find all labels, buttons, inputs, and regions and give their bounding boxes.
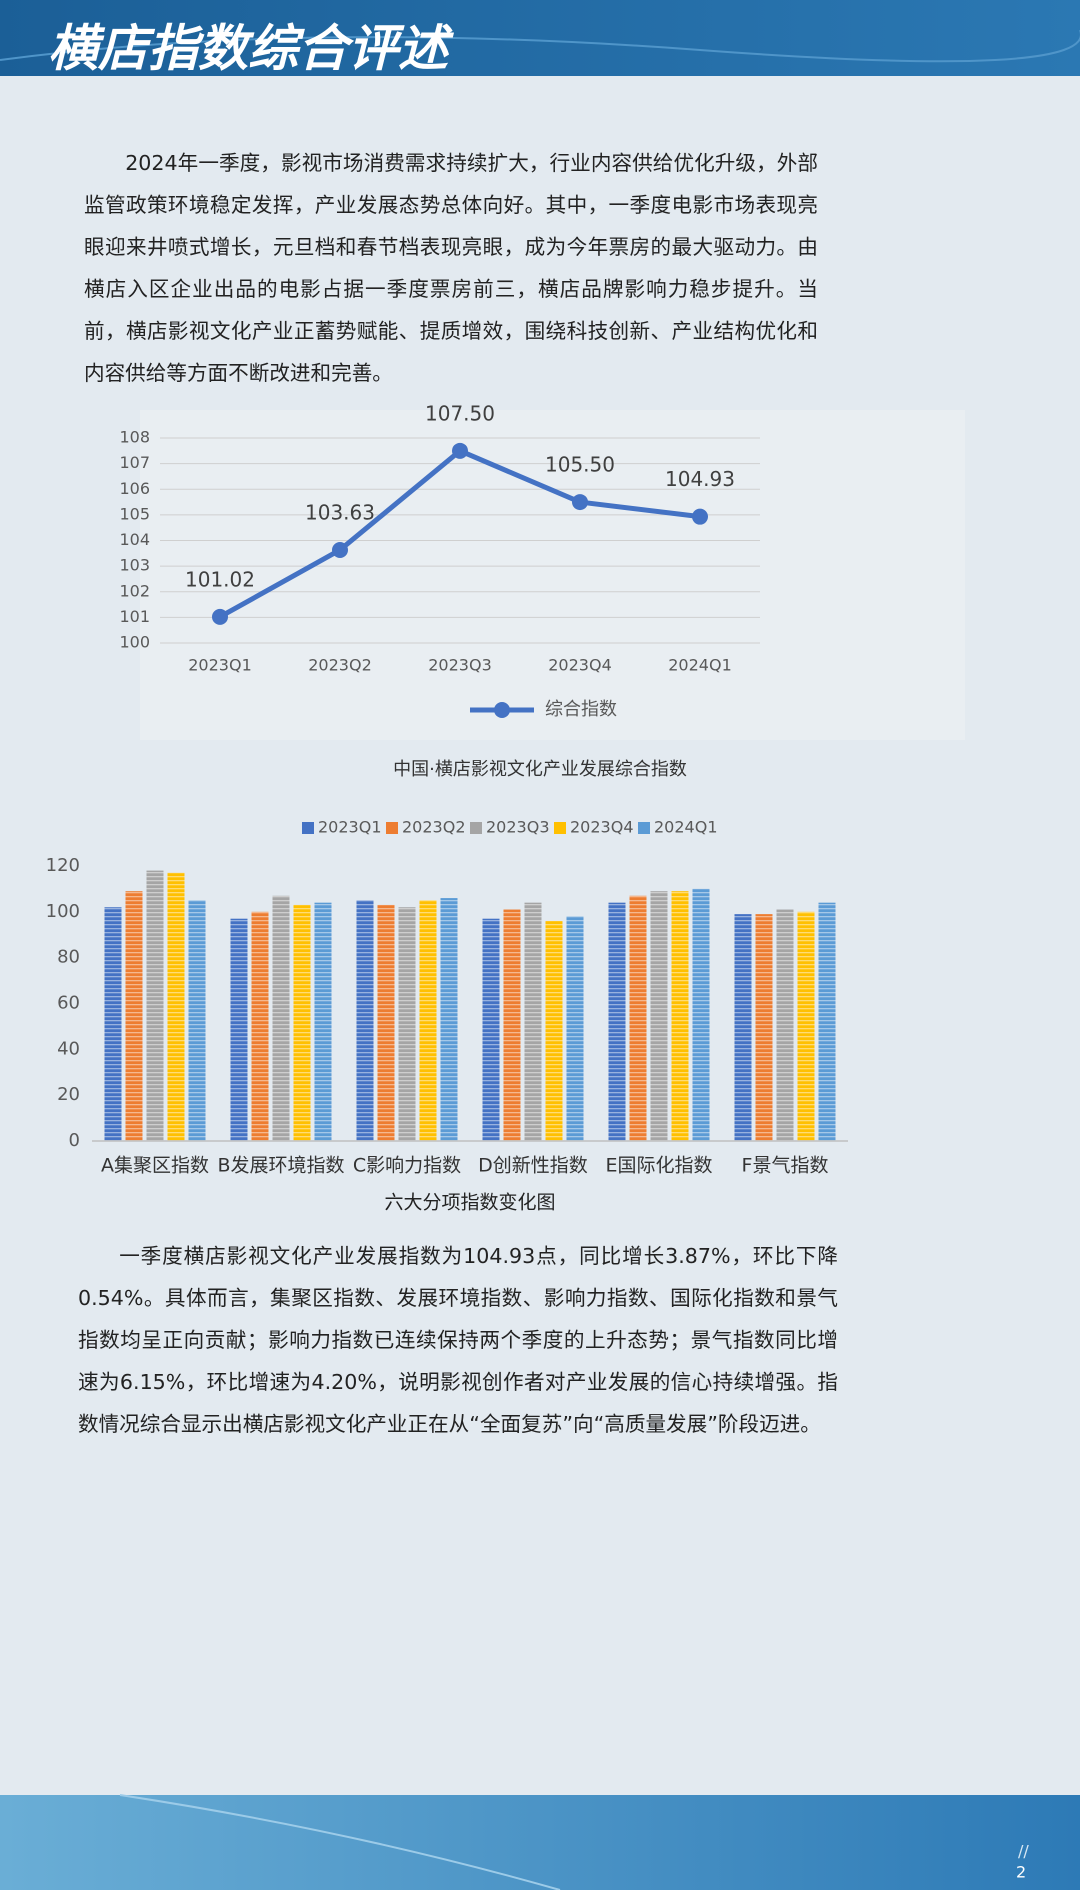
summary-paragraph: 一季度横店影视文化产业发展指数为104.93点，同比增长3.87%，环比下降0.… — [78, 1235, 838, 1445]
x-tick-label: B发展环境指数 — [217, 1155, 344, 1177]
bar-texture — [314, 902, 332, 1141]
bar-texture — [398, 907, 416, 1141]
chart-panel — [140, 410, 965, 740]
line-marker — [572, 494, 588, 511]
y-tick-label: 105 — [119, 504, 150, 523]
line-marker — [452, 442, 468, 459]
bar-texture — [356, 900, 374, 1141]
y-tick-label: 20 — [57, 1084, 80, 1105]
footer-band — [0, 1795, 1080, 1890]
x-tick-label: 2024Q1 — [668, 656, 732, 675]
y-tick-label: 0 — [69, 1130, 80, 1151]
legend-swatch — [638, 822, 650, 834]
data-label: 107.50 — [425, 401, 495, 425]
page-number: 2 — [1016, 1863, 1026, 1882]
bar-texture — [419, 900, 437, 1141]
bar-texture — [167, 872, 185, 1141]
y-tick-label: 40 — [57, 1038, 80, 1059]
bar-texture — [671, 891, 689, 1141]
x-tick-label: C影响力指数 — [353, 1155, 461, 1177]
legend-label: 2023Q1 — [318, 818, 382, 837]
bar-texture — [629, 895, 647, 1141]
y-tick-label: 104 — [119, 530, 150, 549]
x-tick-label: 2023Q1 — [188, 656, 252, 675]
bar-texture — [377, 904, 395, 1141]
legend-marker — [494, 702, 510, 718]
bar-texture — [482, 918, 500, 1141]
legend-label: 2024Q1 — [654, 818, 718, 837]
legend-label: 2023Q3 — [486, 818, 550, 837]
bar-texture — [797, 911, 815, 1141]
page-decoration: // — [1018, 1842, 1029, 1861]
data-label: 105.50 — [545, 453, 615, 477]
legend-swatch — [386, 822, 398, 834]
x-tick-label: 2023Q4 — [548, 656, 612, 675]
y-tick-label: 106 — [119, 479, 150, 498]
y-tick-label: 60 — [57, 993, 80, 1014]
y-tick-label: 120 — [46, 855, 80, 876]
bar-texture — [650, 891, 668, 1141]
header-decoration — [0, 30, 1080, 63]
bar-texture — [440, 898, 458, 1141]
legend-label: 2023Q2 — [402, 818, 466, 837]
bar-texture — [608, 902, 626, 1141]
data-label: 101.02 — [185, 567, 255, 591]
y-tick-label: 100 — [119, 633, 150, 652]
data-label: 103.63 — [305, 500, 375, 524]
line-marker — [212, 608, 228, 625]
bar-texture — [503, 909, 521, 1141]
y-tick-label: 103 — [119, 556, 150, 575]
bar-texture — [230, 918, 248, 1141]
bar-texture — [251, 911, 269, 1141]
x-tick-label: F景气指数 — [742, 1155, 829, 1177]
legend-swatch — [302, 822, 314, 834]
chart-title: 中国·横店影视文化产业发展综合指数 — [393, 759, 687, 780]
y-tick-label: 80 — [57, 947, 80, 968]
data-label: 104.93 — [665, 467, 735, 491]
x-tick-label: A集聚区指数 — [101, 1155, 209, 1177]
legend-swatch — [470, 822, 482, 834]
line-marker — [692, 508, 708, 525]
intro-paragraph: 2024年一季度，影视市场消费需求持续扩大，行业内容供给优化升级，外部监管政策环… — [84, 142, 818, 394]
x-tick-label: 2023Q2 — [308, 656, 372, 675]
bar-texture — [524, 902, 542, 1141]
bar-texture — [755, 914, 773, 1141]
header-title: 横店指数综合评述 — [48, 20, 455, 78]
y-tick-label: 102 — [119, 581, 150, 600]
legend-swatch — [554, 822, 566, 834]
bar-texture — [776, 909, 794, 1141]
bar-texture — [293, 904, 311, 1141]
x-tick-label: D创新性指数 — [478, 1155, 588, 1177]
bar-texture — [692, 888, 710, 1141]
legend-label: 2023Q4 — [570, 818, 634, 837]
bar-texture — [545, 921, 563, 1141]
x-tick-label: 2023Q3 — [428, 656, 492, 675]
header-band — [0, 0, 1080, 76]
paragraph-text: 一季度横店影视文化产业发展指数为104.93点，同比增长3.87%，环比下降0.… — [78, 1244, 838, 1436]
y-tick-label: 100 — [46, 901, 80, 922]
bar-texture — [818, 902, 836, 1141]
bar-texture — [104, 907, 122, 1141]
footer-decoration — [119, 1794, 561, 1890]
bar-texture — [566, 916, 584, 1141]
bar-texture — [146, 870, 164, 1141]
bar-texture — [188, 900, 206, 1141]
line-marker — [332, 541, 348, 558]
y-tick-label: 108 — [119, 428, 150, 447]
x-tick-label: E国际化指数 — [605, 1155, 712, 1177]
y-tick-label: 101 — [119, 607, 150, 626]
legend-label: 综合指数 — [545, 699, 617, 720]
chart-title: 六大分项指数变化图 — [384, 1192, 555, 1214]
bar-texture — [734, 914, 752, 1141]
bar-texture — [125, 891, 143, 1141]
y-tick-label: 107 — [119, 453, 150, 472]
paragraph-text: 2024年一季度，影视市场消费需求持续扩大，行业内容供给优化升级，外部监管政策环… — [84, 151, 818, 385]
bar-texture — [272, 895, 290, 1141]
